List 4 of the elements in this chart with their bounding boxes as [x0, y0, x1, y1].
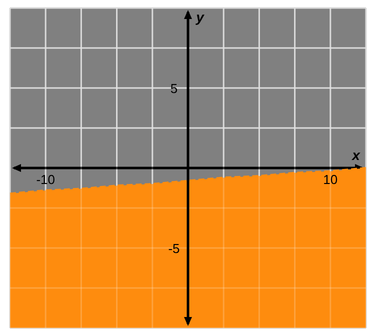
- y-tick-label: -5: [168, 241, 180, 256]
- y-axis-title: y: [195, 9, 206, 25]
- x-tick-label: 10: [323, 172, 338, 187]
- x-axis-title: x: [351, 147, 362, 163]
